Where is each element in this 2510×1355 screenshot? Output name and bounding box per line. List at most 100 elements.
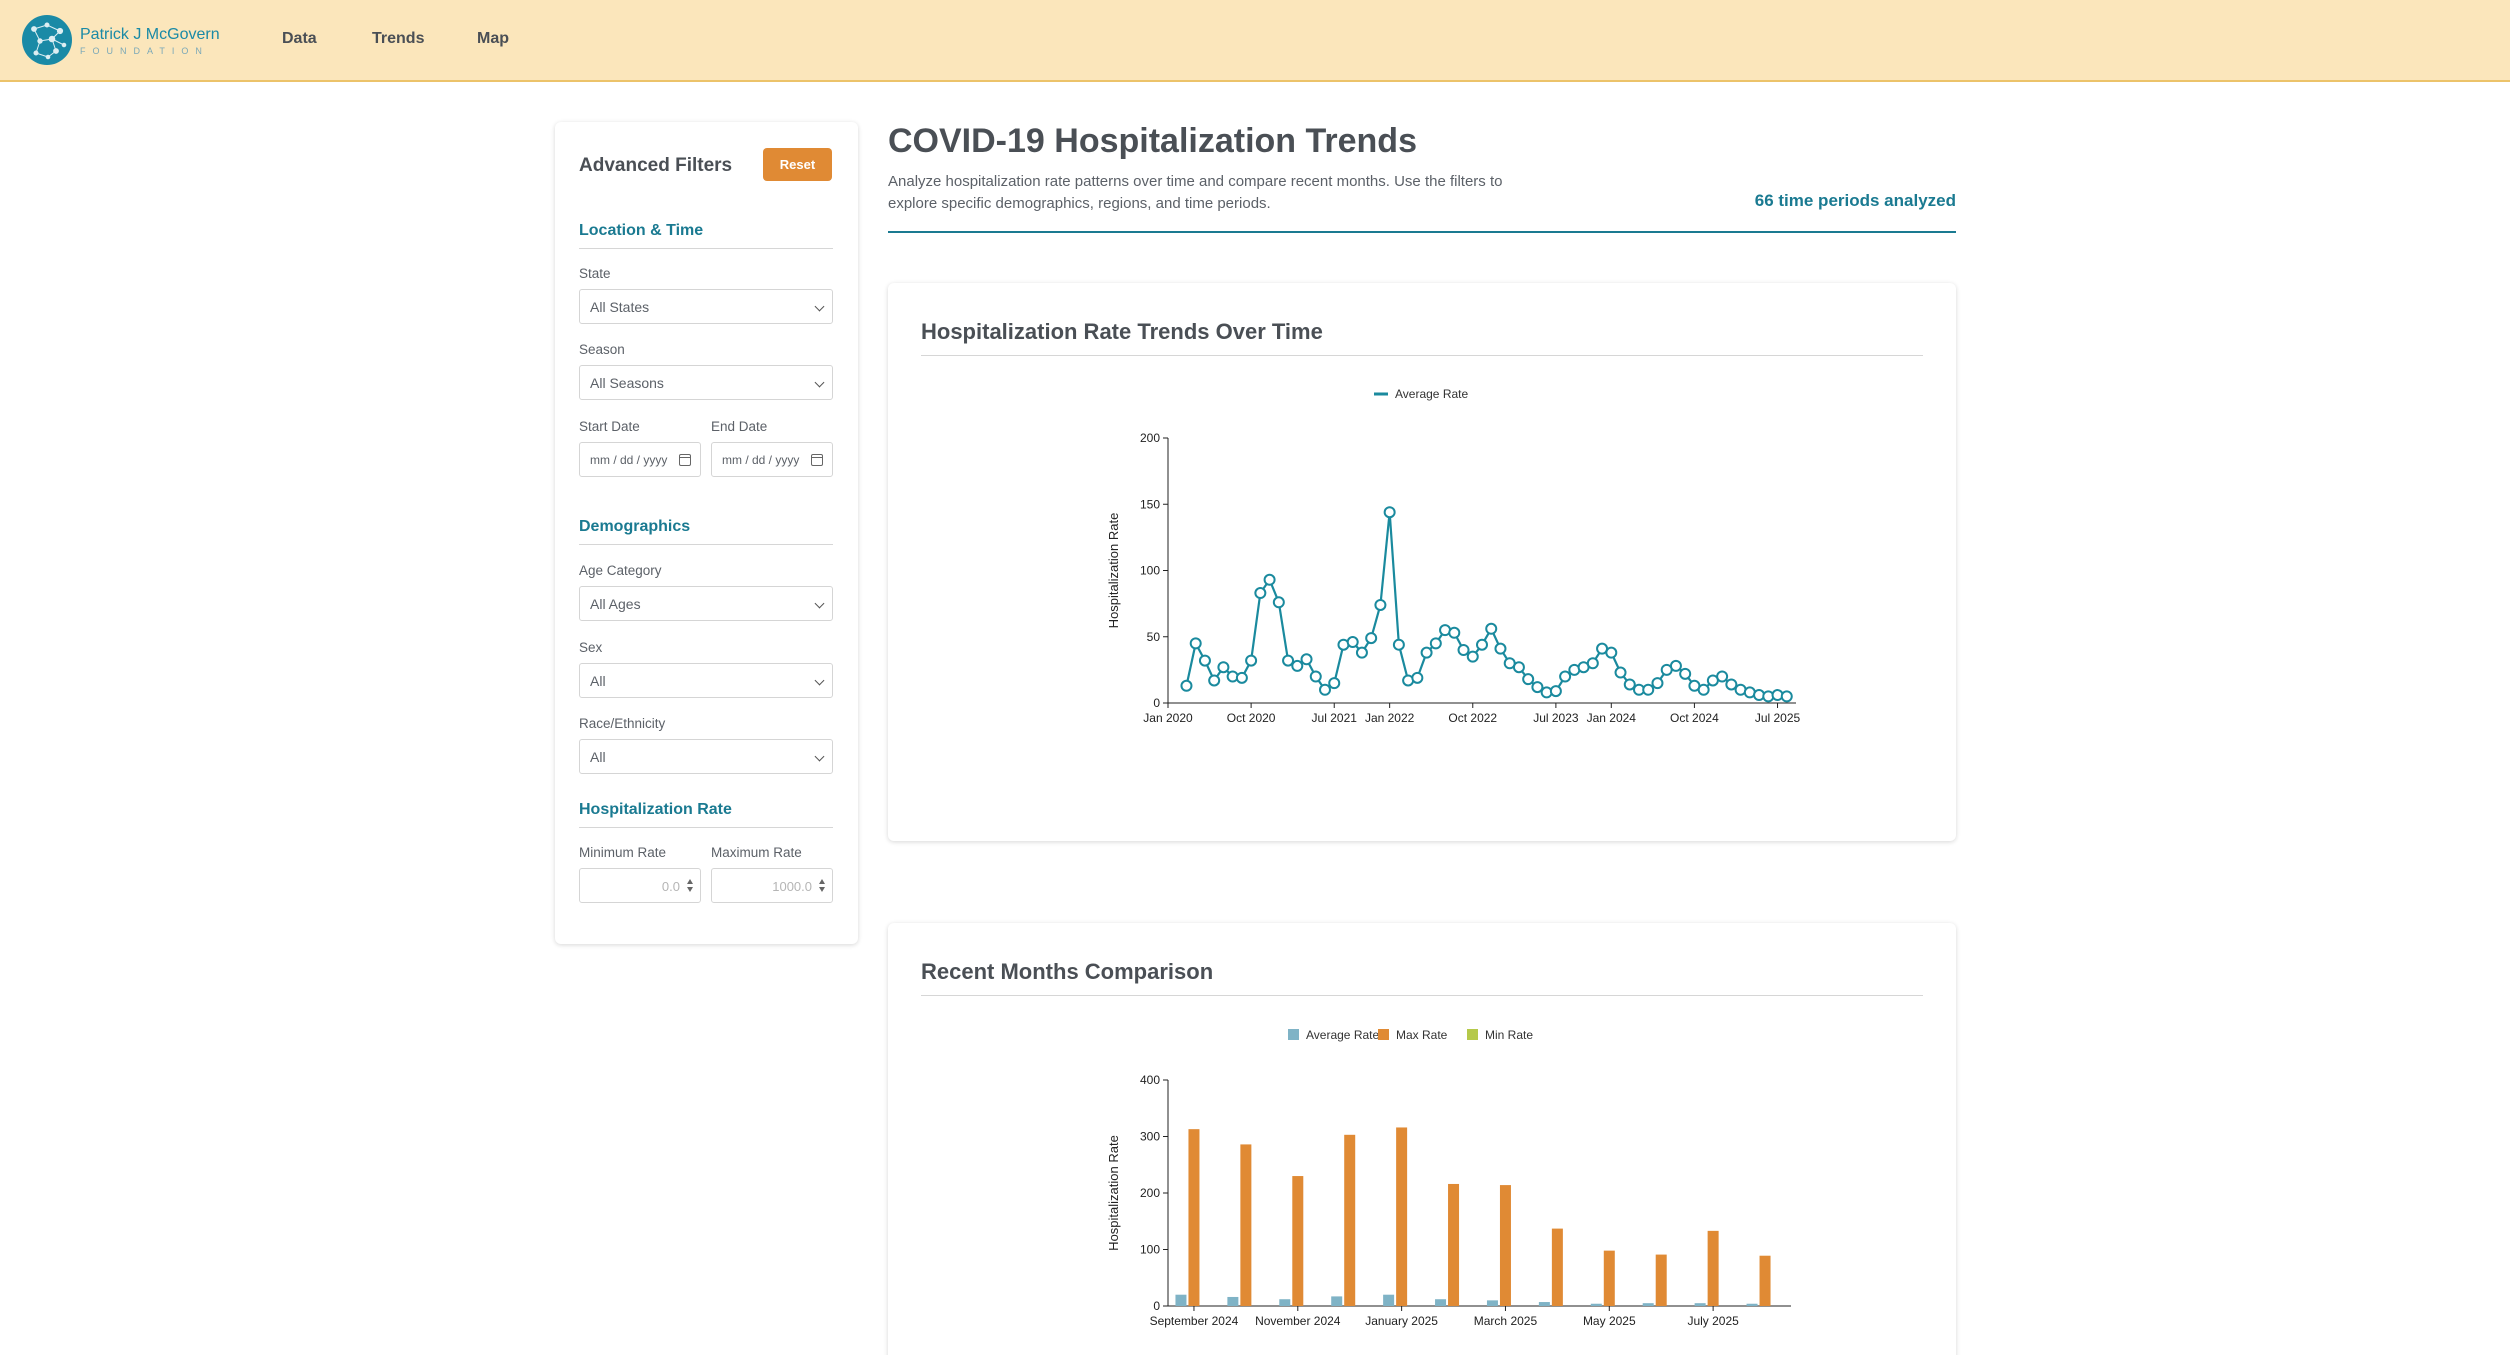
x-tick-label: May 2025 xyxy=(1583,1314,1636,1328)
data-point xyxy=(1392,638,1405,651)
minimum-rate-input[interactable]: 0.0 xyxy=(579,868,701,903)
x-tick-label: Jan 2024 xyxy=(1587,711,1637,725)
data-point xyxy=(1679,667,1692,680)
x-tick-label: Jul 2023 xyxy=(1533,711,1579,725)
x-tick-label: Jul 2025 xyxy=(1755,711,1801,725)
data-point xyxy=(1198,654,1211,667)
data-point xyxy=(1291,659,1304,672)
periods-analyzed-count: 66 time periods analyzed xyxy=(1754,191,1956,210)
x-tick-label: March 2025 xyxy=(1474,1314,1538,1328)
data-point xyxy=(1725,678,1738,691)
start-date-placeholder: mm / dd / yyyy xyxy=(590,453,668,467)
season-select-value: All Seasons xyxy=(590,375,664,391)
trend-chart-title: Hospitalization Rate Trends Over Time xyxy=(921,319,1323,344)
page-title: COVID-19 Hospitalization Trends xyxy=(888,122,1417,160)
nav-data-link[interactable]: Data xyxy=(282,30,317,47)
end-date-label: End Date xyxy=(711,419,768,434)
legend-label-min-rate: Min Rate xyxy=(1485,1028,1533,1042)
state-label: State xyxy=(579,266,611,281)
chevron-down-icon xyxy=(814,301,825,312)
legend-swatch-average-rate xyxy=(1288,1029,1299,1040)
x-tick-label: November 2024 xyxy=(1255,1314,1341,1328)
y-tick-label: 100 xyxy=(1140,564,1160,578)
start-date-label: Start Date xyxy=(579,419,640,434)
calendar-icon[interactable] xyxy=(811,454,823,466)
legend-label-average-rate: Average Rate xyxy=(1395,387,1468,401)
y-tick-label: 100 xyxy=(1140,1243,1160,1257)
state-select[interactable]: All States xyxy=(579,289,833,324)
y-axis-label: Hospitalization Rate xyxy=(1106,1135,1121,1251)
top-nav-bar: Patrick J McGovern FOUNDATION Data Trend… xyxy=(0,0,2510,82)
legend-label-max-rate: Max Rate xyxy=(1396,1028,1448,1042)
data-point xyxy=(1614,666,1627,679)
data-point xyxy=(1531,681,1544,694)
end-date-input[interactable]: mm / dd / yyyy xyxy=(711,442,833,477)
data-point xyxy=(1282,654,1295,667)
data-point xyxy=(1780,690,1793,703)
maximum-rate-input[interactable]: 1000.0 xyxy=(711,868,833,903)
data-point xyxy=(1457,644,1470,656)
spinner-arrows-icon[interactable] xyxy=(816,878,828,894)
reset-button[interactable]: Reset xyxy=(763,148,832,181)
chevron-down-icon xyxy=(814,377,825,388)
data-point xyxy=(1420,646,1433,659)
bar-max-rate xyxy=(1396,1127,1408,1306)
data-point xyxy=(1365,632,1378,645)
spinner-arrows-icon[interactable] xyxy=(684,878,696,894)
bar-average-rate xyxy=(1435,1299,1447,1306)
location-time-section-title: Location & Time xyxy=(579,222,833,249)
bar-max-rate xyxy=(1188,1129,1200,1306)
data-point xyxy=(1355,646,1368,659)
bar-average-rate xyxy=(1175,1294,1187,1306)
data-point xyxy=(1512,661,1525,674)
card-divider xyxy=(921,995,1923,996)
data-point xyxy=(1328,677,1341,690)
data-point xyxy=(1254,587,1267,600)
data-point xyxy=(1383,506,1396,519)
x-tick-label: Jul 2021 xyxy=(1312,711,1358,725)
nav-trends-link[interactable]: Trends xyxy=(372,30,425,47)
hospitalization-rate-section-title: Hospitalization Rate xyxy=(579,801,833,828)
calendar-icon[interactable] xyxy=(679,454,691,466)
data-point xyxy=(1411,671,1424,684)
y-tick-label: 0 xyxy=(1153,696,1160,710)
page-description: Analyze hospitalization rate patterns ov… xyxy=(888,173,1503,212)
bar-average-rate xyxy=(1279,1299,1291,1306)
sex-select[interactable]: All xyxy=(579,663,833,698)
y-tick-label: 0 xyxy=(1153,1299,1160,1313)
race-ethnicity-select[interactable]: All xyxy=(579,739,833,774)
data-point xyxy=(1448,626,1461,639)
logo-name: Patrick J McGovern xyxy=(80,26,220,43)
data-point xyxy=(1189,637,1202,650)
y-axis-label: Hospitalization Rate xyxy=(1106,513,1121,629)
card-divider xyxy=(921,355,1923,356)
bar-max-rate xyxy=(1655,1254,1667,1306)
data-point xyxy=(1235,671,1248,684)
data-point xyxy=(1319,683,1331,696)
maximum-rate-label: Maximum Rate xyxy=(711,845,802,860)
chevron-down-icon xyxy=(814,675,825,686)
filters-title: Advanced Filters xyxy=(579,155,733,176)
data-point xyxy=(1669,659,1682,672)
season-select[interactable]: All Seasons xyxy=(579,365,833,400)
minimum-rate-label: Minimum Rate xyxy=(579,845,667,860)
trend-chart-card: Hospitalization Rate Trends Over Time Av… xyxy=(888,283,1956,841)
data-point xyxy=(1466,650,1479,663)
bar-max-rate xyxy=(1448,1183,1460,1306)
start-date-input[interactable]: mm / dd / yyyy xyxy=(579,442,701,477)
state-select-value: All States xyxy=(590,299,650,315)
x-tick-label: September 2024 xyxy=(1150,1314,1239,1328)
foundation-logo[interactable]: Patrick J McGovern FOUNDATION xyxy=(22,14,222,66)
minimum-rate-placeholder: 0.0 xyxy=(661,879,680,894)
chevron-down-icon xyxy=(814,598,825,609)
y-tick-label: 150 xyxy=(1140,497,1160,511)
title-divider xyxy=(888,231,1956,233)
bar-chart: Average Rate Max Rate Min Rate 0 100 200 300 40… xyxy=(1106,1028,1791,1328)
nav-map-link[interactable]: Map xyxy=(477,30,509,47)
data-point xyxy=(1300,653,1313,666)
line-chart: Average Rate 0 50 100 150 200 Jan 2020 Oct 2020… xyxy=(1106,387,1801,725)
y-tick-label: 200 xyxy=(1140,431,1160,445)
bar-max-rate xyxy=(1707,1230,1719,1306)
data-point xyxy=(1586,657,1599,670)
age-category-select[interactable]: All Ages xyxy=(579,586,833,621)
